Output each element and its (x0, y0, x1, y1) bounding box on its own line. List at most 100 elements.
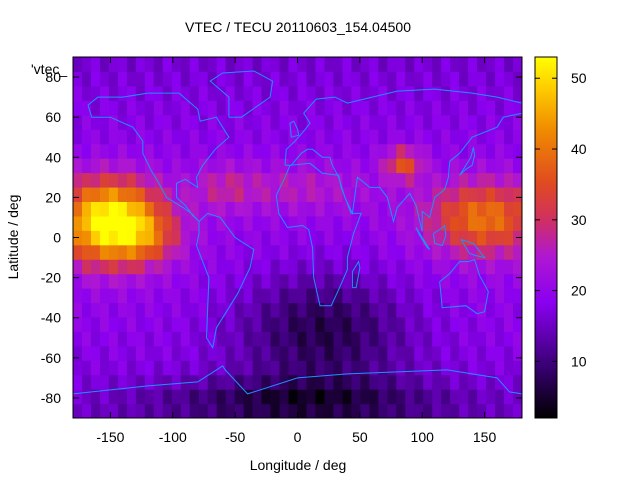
heat-cell (288, 230, 299, 246)
heat-cell (171, 360, 182, 376)
heat-cell (414, 172, 424, 188)
heat-cell (405, 100, 415, 116)
heat-cell (369, 273, 379, 289)
heat-cell (504, 389, 514, 405)
heat-cell (135, 259, 146, 275)
heat-cell (153, 288, 164, 304)
heat-cell (396, 403, 406, 418)
heat-cell (252, 129, 263, 145)
heat-cell (198, 57, 209, 73)
heat-cell (441, 374, 451, 390)
heat-cell (81, 389, 92, 405)
heat-cell (486, 57, 496, 73)
heat-cell (198, 273, 209, 289)
heat-cell (360, 143, 370, 159)
heat-cell (405, 172, 415, 188)
heat-cell (252, 288, 263, 304)
heat-cell (153, 57, 164, 73)
y-tick-label: 80 (45, 69, 61, 85)
heat-cell (477, 143, 487, 159)
heat-cell (189, 389, 200, 405)
heat-cell (153, 273, 164, 289)
heat-cell (153, 259, 164, 275)
heat-cell (216, 316, 227, 332)
heat-cell (189, 302, 200, 318)
heat-cell (99, 302, 110, 318)
heat-cell (486, 302, 496, 318)
heat-cell (315, 158, 326, 174)
heat-cell (306, 186, 317, 202)
heat-cell (189, 85, 200, 101)
heat-cell (171, 215, 182, 231)
heat-cell (270, 100, 281, 116)
heat-cell (108, 244, 119, 260)
heat-cell (126, 100, 137, 116)
heat-cell (297, 273, 308, 289)
heat-cell (153, 114, 164, 130)
heat-cell (162, 244, 173, 260)
heat-cell (459, 360, 469, 376)
heat-cell (261, 302, 272, 318)
heat-cell (369, 288, 379, 304)
heat-cell (324, 100, 335, 116)
heat-cell (495, 215, 505, 231)
heat-cell (252, 244, 263, 260)
heat-cell (486, 85, 496, 101)
heat-cell (279, 331, 290, 347)
x-axis-ticks: -150 -100 -50 0 50 100 150 (96, 57, 496, 445)
heat-cell (198, 230, 209, 246)
heat-cell (333, 259, 343, 275)
heat-cell (297, 288, 308, 304)
heat-cell (81, 244, 92, 260)
heat-cell (414, 158, 424, 174)
heat-cell (495, 374, 505, 390)
heat-cell (450, 57, 460, 73)
heat-cell (189, 273, 200, 289)
heat-cell (153, 360, 164, 376)
heat-cell (486, 215, 496, 231)
heat-cell (405, 57, 415, 73)
legend-label: 'vtec_ (31, 61, 67, 77)
heat-cell (360, 302, 370, 318)
heat-cell (369, 403, 379, 418)
heat-cell (135, 403, 146, 418)
heat-cell (270, 345, 281, 361)
heat-cell (450, 244, 460, 260)
heat-cell (261, 374, 272, 390)
heat-cell (135, 331, 146, 347)
heat-cell (378, 331, 388, 347)
heat-cell (126, 259, 137, 275)
heat-cell (378, 201, 388, 217)
heat-cell (207, 186, 218, 202)
y-tick-label: 20 (45, 189, 61, 205)
heat-cell (468, 100, 478, 116)
heat-cell (468, 71, 478, 87)
heat-cell (270, 360, 281, 376)
heat-cell (243, 215, 254, 231)
heat-cell (108, 345, 119, 361)
heat-cell (144, 201, 155, 217)
heat-cell (117, 403, 128, 418)
heat-cell (189, 114, 200, 130)
heat-cell (459, 244, 469, 260)
heat-cell (198, 331, 209, 347)
heat-cell (486, 374, 496, 390)
heat-cell (108, 374, 119, 390)
heat-cell (459, 201, 469, 217)
heat-cell (504, 129, 514, 145)
heat-cell (315, 360, 326, 376)
heat-cell (441, 114, 451, 130)
heat-cell (459, 259, 469, 275)
heat-cell (171, 114, 182, 130)
heat-cell (207, 345, 218, 361)
heat-cell (351, 230, 361, 246)
heat-cell (450, 215, 460, 231)
heat-cell (243, 100, 254, 116)
heat-cell (441, 129, 451, 145)
heat-cell (351, 273, 361, 289)
heat-cell (207, 244, 218, 260)
heat-cell (396, 129, 406, 145)
heat-cell (351, 201, 361, 217)
heat-cell (324, 230, 335, 246)
heat-cell (477, 374, 487, 390)
